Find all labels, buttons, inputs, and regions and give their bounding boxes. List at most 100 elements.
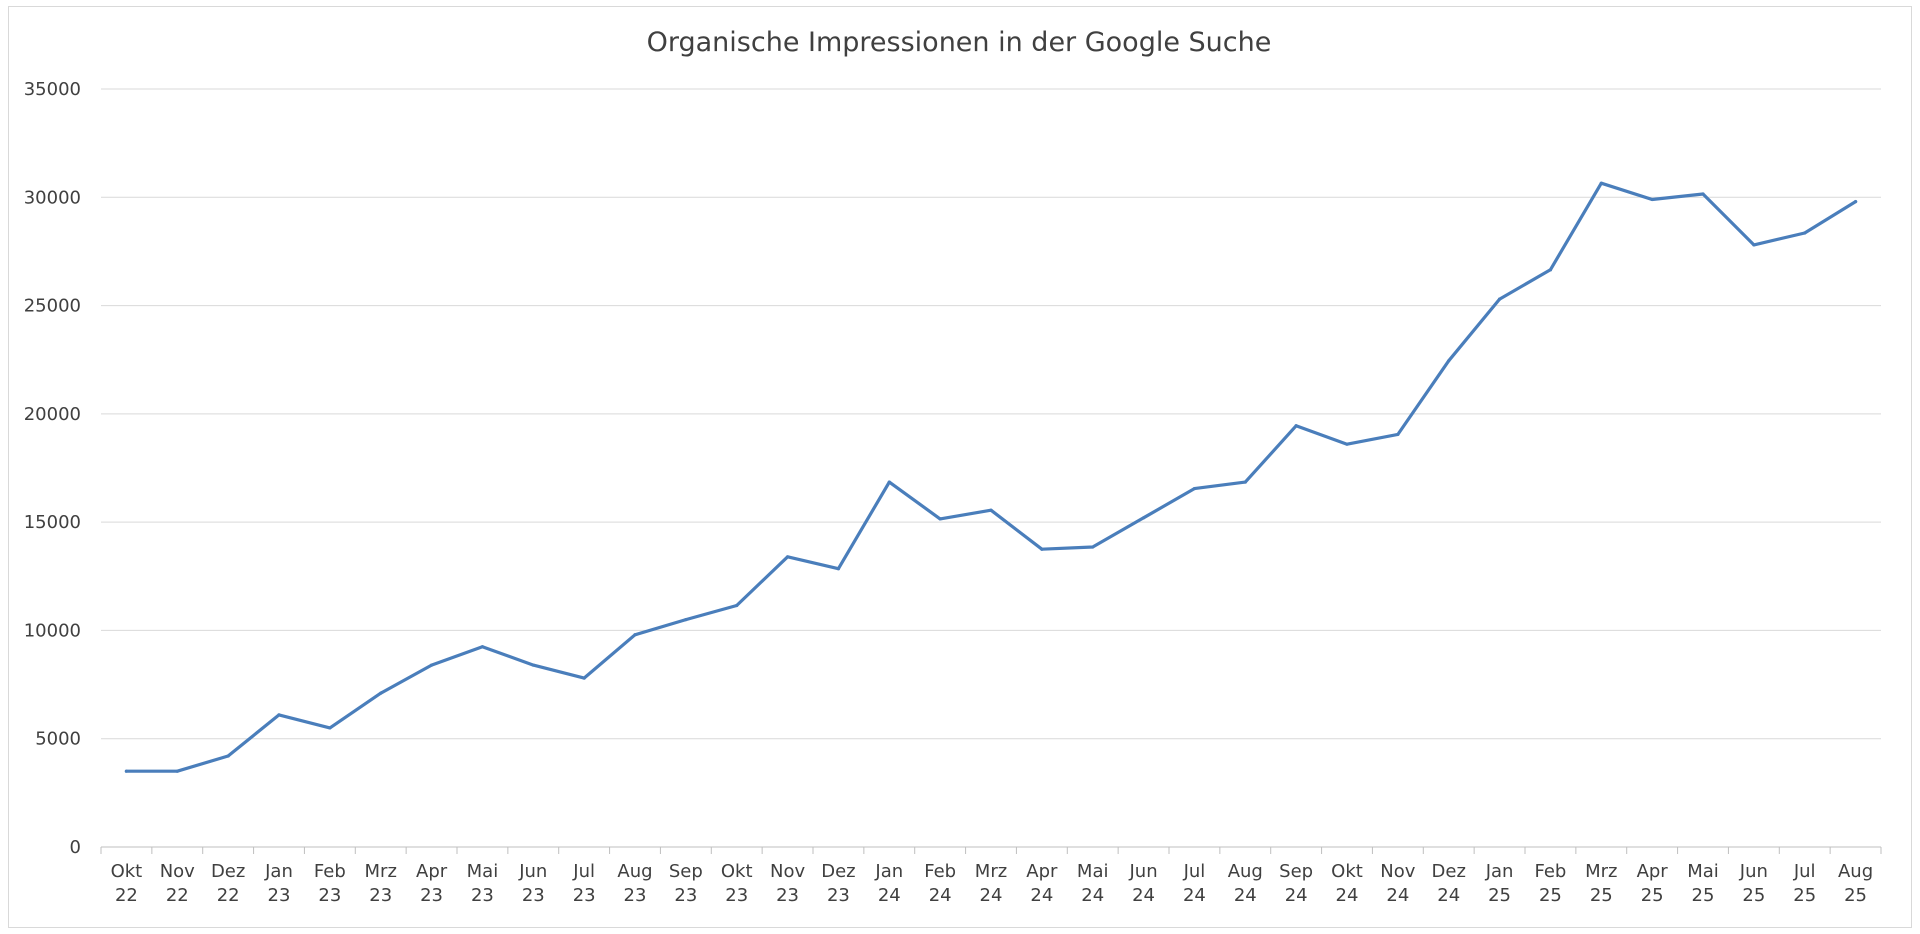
x-tick-label: Nov 24 — [1380, 861, 1415, 906]
x-tick-year: 24 — [929, 885, 952, 906]
data-point — [785, 555, 790, 559]
x-tick-year: 23 — [522, 885, 545, 906]
x-tick-year: 24 — [980, 885, 1003, 906]
x-tick-label: Aug 25 — [1838, 861, 1873, 906]
x-tick-year: 22 — [217, 885, 240, 906]
x-tick-month: Okt — [721, 861, 753, 882]
x-tick-year: 25 — [1590, 885, 1613, 906]
x-tick-month: Aug — [1838, 861, 1873, 882]
x-axis — [100, 846, 1882, 854]
x-tick-label: Jan 23 — [264, 861, 293, 906]
y-tick-label: 20000 — [24, 404, 81, 425]
x-tick-month: Jun — [1739, 861, 1768, 882]
data-point — [836, 567, 841, 571]
x-tick-year: 24 — [1132, 885, 1155, 906]
x-tick-month: Sep — [669, 861, 703, 882]
x-tick-month: Mai — [1077, 861, 1109, 882]
x-tick-month: Mrz — [1585, 861, 1617, 882]
x-tick-label: Apr 23 — [416, 861, 448, 906]
data-point — [1243, 480, 1247, 484]
data-point — [1040, 547, 1044, 551]
x-tick-year: 23 — [471, 885, 494, 906]
y-tick-label: 5000 — [35, 729, 81, 750]
x-tick-label: Jul 24 — [1183, 861, 1206, 906]
x-tick-year: 24 — [1234, 885, 1257, 906]
x-tick-year: 24 — [1386, 885, 1409, 906]
x-tick-year: 22 — [115, 885, 138, 906]
data-point — [1548, 268, 1553, 272]
data-point — [531, 663, 535, 667]
x-tick-month: Feb — [924, 861, 956, 882]
x-tick-year: 24 — [1285, 885, 1308, 906]
y-tick-label: 30000 — [24, 187, 81, 208]
data-point — [989, 508, 993, 512]
x-tick-year: 22 — [166, 885, 189, 906]
data-point — [1192, 486, 1197, 491]
x-tick-month: Dez — [821, 861, 855, 882]
data-point — [1497, 297, 1502, 301]
x-tick-year: 24 — [1437, 885, 1460, 906]
chart-area: Organische Impressionen in der Google Su… — [8, 6, 1912, 928]
x-tick-year: 25 — [1844, 885, 1867, 906]
x-tick-month: Jul — [1793, 861, 1816, 882]
x-tick-label: Okt 23 — [721, 861, 753, 906]
data-point — [480, 645, 485, 649]
x-tick-label: Okt 24 — [1331, 861, 1363, 906]
data-point — [175, 769, 179, 773]
x-tick-label: Jul 23 — [572, 861, 595, 906]
y-tick-label: 35000 — [24, 79, 81, 100]
x-tick-label: Sep 23 — [669, 861, 703, 906]
x-tick-year: 23 — [369, 885, 392, 906]
x-tick-label: Feb 24 — [924, 861, 956, 906]
data-point — [1141, 516, 1146, 520]
x-tick-month: Aug — [617, 861, 652, 882]
x-tick-label: Dez 24 — [1432, 861, 1466, 906]
x-tick-month: Mai — [467, 861, 499, 882]
data-point — [1752, 243, 1756, 247]
x-tick-label: Dez 22 — [211, 861, 245, 906]
data-point — [429, 663, 434, 667]
x-tick-label: Okt 22 — [111, 861, 143, 906]
data-point — [1701, 192, 1705, 196]
data-point — [1803, 231, 1807, 235]
x-tick-month: Nov — [770, 861, 805, 882]
data-point — [887, 480, 891, 484]
x-tick-label: Apr 24 — [1026, 861, 1058, 906]
series-line-0 — [124, 181, 1858, 773]
x-tick-month: Aug — [1228, 861, 1263, 882]
gridlines — [101, 88, 1881, 740]
x-tick-label: Nov 22 — [160, 861, 195, 906]
x-tick-year: 23 — [725, 885, 748, 906]
data-point — [684, 618, 688, 622]
data-point — [379, 691, 383, 695]
x-tick-label: Mai 25 — [1687, 861, 1719, 906]
x-tick-year: 23 — [776, 885, 799, 906]
x-tick-label: Apr 25 — [1637, 861, 1669, 906]
y-tick-label: 10000 — [24, 620, 81, 641]
x-tick-label: Jan 24 — [874, 861, 903, 906]
x-tick-month: Jun — [518, 861, 547, 882]
y-tick-label: 0 — [70, 837, 81, 858]
x-tick-month: Jan — [874, 861, 903, 882]
x-tick-month: Mrz — [365, 861, 397, 882]
x-tick-month: Mrz — [975, 861, 1007, 882]
x-tick-year: 25 — [1793, 885, 1816, 906]
x-tick-label: Mrz 23 — [365, 861, 397, 906]
x-tick-year: 24 — [1336, 885, 1359, 906]
x-tick-month: Okt — [1331, 861, 1363, 882]
x-tick-label: Nov 23 — [770, 861, 805, 906]
x-tick-year: 23 — [827, 885, 850, 906]
x-tick-year: 24 — [1030, 885, 1053, 906]
x-tick-month: Dez — [211, 861, 245, 882]
data-point — [1091, 545, 1095, 549]
x-tick-month: Jan — [1485, 861, 1514, 882]
x-tick-label: Jan 25 — [1485, 861, 1514, 906]
x-tick-month: Apr — [1637, 861, 1669, 882]
x-tick-year: 24 — [1183, 885, 1206, 906]
x-tick-month: Mai — [1687, 861, 1719, 882]
x-tick-month: Feb — [314, 861, 346, 882]
series-layer — [124, 181, 1858, 773]
x-tick-month: Feb — [1534, 861, 1566, 882]
x-tick-year: 23 — [318, 885, 341, 906]
data-point — [1294, 424, 1298, 428]
